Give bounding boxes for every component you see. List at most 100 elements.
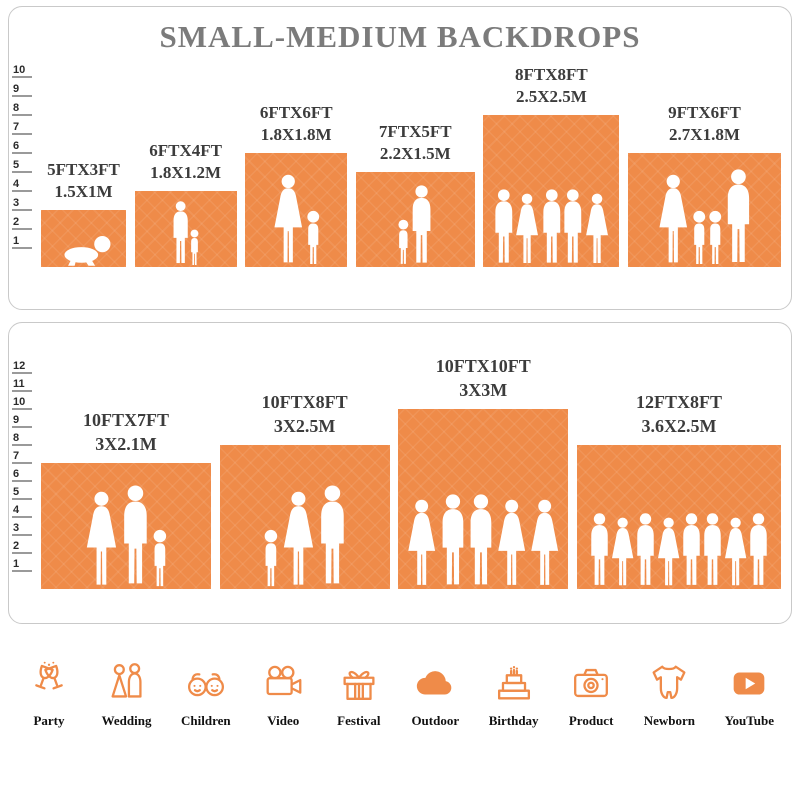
person-silhouette-baby	[64, 235, 111, 266]
backdrop-bar	[41, 210, 126, 267]
ruler-tick-number: 3	[13, 197, 20, 209]
bar-size-label: 10FTX10FT 3X3M	[436, 355, 531, 402]
ruler-tick: 8	[12, 102, 36, 116]
category-product: Product	[568, 660, 614, 729]
ruler-tick-line	[12, 498, 32, 500]
ruler-tick-line	[12, 152, 32, 154]
ruler-tick-number: 11	[13, 378, 25, 390]
people-silhouettes	[628, 169, 781, 266]
ruler-tick-number: 8	[13, 102, 20, 114]
ruler-tick: 5	[12, 486, 36, 500]
wedding-icon	[104, 660, 150, 706]
ruler-tick-number: 4	[13, 504, 20, 516]
ruler-tick-number: 6	[13, 468, 20, 480]
person-silhouette-man	[750, 513, 768, 586]
ruler-tick: 2	[12, 540, 36, 554]
ruler-tick-line	[12, 462, 32, 464]
category-wedding: Wedding	[101, 660, 152, 729]
youtube-icon	[726, 660, 772, 706]
bar-size-label: 12FTX8FT 3.6X2.5M	[636, 391, 722, 438]
bar-size-label-ft: 8FTX8FT	[515, 64, 588, 84]
bar-size-label-m: 1.8X1.8M	[260, 124, 332, 144]
backdrop-bar-group: 10FTX7FT 3X2.1M	[41, 409, 211, 589]
backdrop-bar	[483, 115, 620, 267]
ruler-tick-line	[12, 209, 32, 211]
page-title: SMALL-MEDIUM BACKDROPS	[159, 19, 641, 54]
category-label: Product	[568, 713, 614, 728]
bar-size-label-ft: 6FTX6FT	[259, 102, 333, 122]
bar-size-label-m: 3X3M	[459, 379, 508, 400]
backdrop-bar	[219, 445, 390, 589]
bar-size-label-ft: 7FTX5FT	[378, 121, 452, 141]
bars: 5FTX3FT 1.5X1M 6FTX4FT 1.8X1.2M 6FTX6FT 1.8X1…	[41, 64, 781, 267]
ruler-tick: 5	[12, 159, 36, 173]
ruler-tick-line	[12, 190, 32, 192]
bars: 10FTX7FT 3X2.1M 10FTX8FT 3X2.5M 10FTX10FT 3X3…	[41, 355, 781, 589]
category-birthday: Birthday	[489, 660, 539, 729]
category-label: Video	[267, 713, 300, 728]
ruler-tick-line	[12, 534, 32, 536]
bar-size-label: 10FTX8FT 3X2.5M	[262, 391, 348, 438]
people-silhouettes	[135, 201, 237, 266]
person-silhouette-man	[727, 169, 749, 263]
ruler-tick-number: 5	[13, 159, 20, 171]
bar-size-label-m: 2.5X2.5M	[515, 86, 587, 106]
product-icon	[568, 660, 614, 706]
category-label: Children	[181, 713, 231, 728]
ruler-tick-line	[12, 228, 32, 230]
backdrop-bar	[398, 409, 569, 589]
ruler: 1 2 3 4 5 6 7 8 9 10	[12, 55, 38, 267]
category-label: Outdoor	[411, 713, 460, 728]
ruler-tick: 2	[12, 216, 36, 230]
ruler-tick-line	[12, 426, 32, 428]
category-label: Festival	[337, 713, 381, 728]
ruler-tick-line	[12, 247, 32, 249]
ruler-tick-number: 9	[13, 414, 20, 426]
category-newborn: Newborn	[644, 660, 695, 729]
people-silhouettes	[245, 174, 347, 266]
bar-size-label-ft: 10FTX8FT	[261, 392, 348, 413]
person-silhouette-child	[307, 210, 320, 264]
ruler-tick-number: 8	[13, 432, 20, 444]
children-icon	[183, 660, 229, 706]
backdrop-bar-group: 10FTX10FT 3X3M	[398, 355, 569, 589]
bar-size-label-m: 3X2.1M	[95, 433, 157, 454]
ruler-tick-number: 9	[13, 83, 20, 95]
ruler-tick: 7	[12, 450, 36, 464]
ruler: 1 2 3 4 5 6 7 8 9 10 11 12	[12, 347, 38, 589]
ruler-tick-number: 6	[13, 140, 20, 152]
ruler-tick-number: 12	[13, 360, 26, 372]
ruler-tick-line	[12, 570, 32, 572]
bar-size-label: 8FTX8FT 2.5X2.5M	[515, 64, 588, 108]
category-label: Birthday	[488, 713, 539, 728]
backdrop-bar	[41, 463, 211, 589]
backdrop-bar	[576, 445, 781, 589]
category-row: Party Wedding Children Video Festival Outdoor…	[0, 660, 800, 729]
ruler-tick: 10	[12, 396, 36, 410]
ruler-tick-number: 2	[13, 216, 20, 228]
backdrop-bar	[355, 172, 475, 267]
backdrop-bar-group: 8FTX8FT 2.5X2.5M	[483, 64, 620, 267]
bar-size-label: 5FTX3FT 1.5X1M	[47, 159, 120, 203]
bar-size-label-m: 2.2X1.5M	[379, 143, 451, 163]
newborn-icon	[646, 660, 692, 706]
backdrop-bar-group: 9FTX6FT 2.7X1.8M	[627, 102, 781, 267]
bar-size-label-ft: 9FTX6FT	[668, 102, 741, 122]
category-outdoor: Outdoor	[411, 660, 459, 729]
ruler-tick: 9	[12, 414, 36, 428]
category-label: Wedding	[101, 713, 152, 728]
video-icon	[260, 660, 306, 706]
ruler-tick-line	[12, 552, 32, 554]
backdrop-bar-group: 6FTX4FT 1.8X1.2M	[134, 140, 237, 267]
ruler-tick-number: 1	[13, 558, 20, 570]
ruler-tick: 3	[12, 522, 36, 536]
ruler-tick-line	[12, 133, 32, 135]
ruler-tick-line	[12, 516, 32, 518]
category-label: Party	[33, 713, 65, 728]
backdrop-bar	[627, 153, 781, 267]
ruler-tick-line	[12, 76, 32, 78]
ruler-tick-number: 10	[13, 396, 26, 408]
ruler-tick-line	[12, 372, 32, 374]
bar-size-label-ft: 10FTX7FT	[82, 410, 169, 431]
person-silhouette-man	[412, 185, 431, 263]
